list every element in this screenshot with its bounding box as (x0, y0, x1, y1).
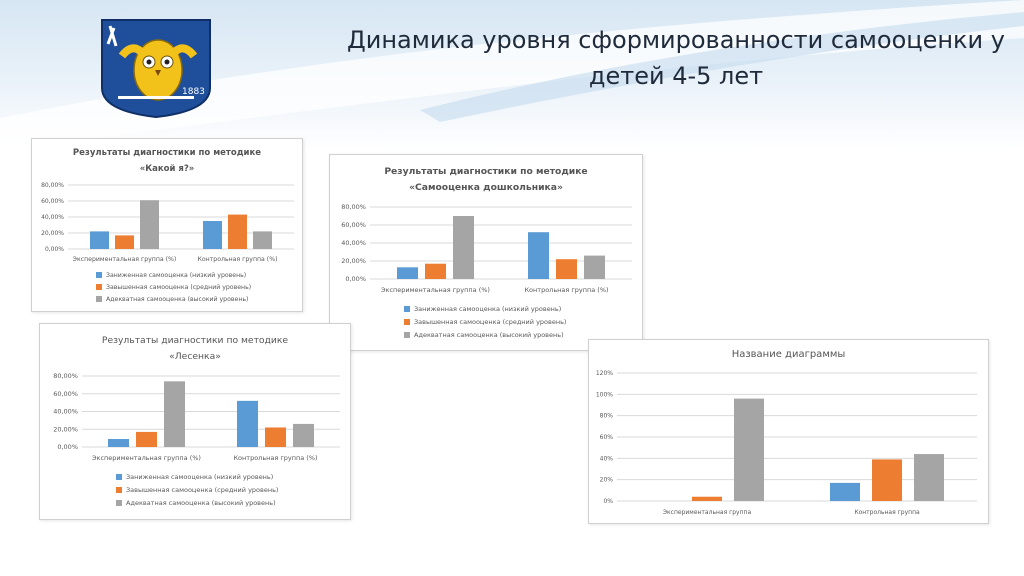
chart-panel-kakoy-ya: Результаты диагностики по методике «Какой… (31, 138, 303, 312)
chart-panel-samootsenka: Результаты диагностики по методике «Самоо… (329, 154, 643, 351)
legend-label: Заниженная самооценка (низкий уровень) (126, 473, 273, 481)
y-tick-label: 0,00% (345, 275, 366, 283)
y-tick-label: 120% (596, 370, 613, 377)
y-tick-label: 0,00% (57, 443, 78, 451)
y-tick-label: 80,00% (341, 203, 366, 211)
y-tick-label: 40,00% (53, 408, 78, 416)
bar (228, 214, 247, 249)
bar (136, 431, 157, 447)
bar (90, 231, 109, 249)
bar-chart-svg: Название диаграммы 0% 20% 40% 60% 80% 100% 120%… (596, 349, 977, 516)
y-tick-label: 20,00% (341, 257, 366, 265)
bar (253, 231, 272, 249)
bar (237, 400, 258, 447)
bar (914, 454, 944, 501)
legend-swatch (404, 319, 410, 325)
x-category-label: Контрольная группа (%) (197, 256, 277, 263)
chart-title-line: «Самооценка дошкольника» (409, 182, 563, 193)
bar-chart-svg: Результаты диагностики по методике «Лесен… (53, 335, 340, 507)
bar (453, 216, 474, 279)
y-tick-label: 80% (600, 413, 614, 420)
owl-crest-icon: 1883 (100, 18, 212, 119)
chart-title-line: Название диаграммы (732, 349, 846, 360)
bar (265, 427, 286, 447)
y-tick-label: 20,00% (53, 425, 78, 433)
legend-swatch (404, 306, 410, 312)
slide-title-line-2: детей 4-5 лет (588, 62, 764, 90)
x-category-label: Экспериментальная группа (%) (73, 256, 177, 263)
legend-swatch (404, 332, 410, 338)
bar (734, 398, 764, 501)
bar (164, 381, 185, 447)
bar (872, 459, 902, 501)
legend-label: Завышенная самооценка (средний уровень) (106, 283, 251, 291)
bar (425, 263, 446, 279)
legend-swatch (116, 487, 122, 493)
bar-chart-svg: Результаты диагностики по методике «Какой… (41, 148, 294, 303)
bar (830, 482, 860, 501)
chart-panel-lesenka: Результаты диагностики по методике «Лесен… (39, 323, 351, 520)
y-tick-label: 40,00% (41, 214, 64, 221)
y-tick-label: 60,00% (41, 198, 64, 205)
bar (397, 267, 418, 279)
y-tick-label: 80,00% (53, 372, 78, 380)
legend-label: Адекватная самооценка (высокий уровень) (126, 499, 276, 507)
chart-panel-nazvanie: Название диаграммы 0% 20% 40% 60% 80% 100% 120%… (588, 339, 989, 524)
bar (692, 496, 722, 501)
y-tick-label: 20,00% (41, 230, 64, 237)
chart-title-line: Результаты диагностики по методике (384, 166, 587, 177)
x-category-label: Экспериментальная группа (%) (381, 286, 490, 294)
y-tick-label: 60,00% (53, 390, 78, 398)
y-tick-label: 60% (600, 434, 614, 441)
bar (203, 221, 222, 249)
legend-label: Адекватная самооценка (высокий уровень) (414, 331, 564, 339)
header-swoosh (0, 0, 1024, 150)
x-category-label: Контрольная группа (%) (524, 286, 608, 294)
bar-chart-svg: Результаты диагностики по методике «Самоо… (341, 166, 632, 339)
y-tick-label: 0% (603, 498, 613, 505)
y-tick-label: 60,00% (341, 221, 366, 229)
bar (528, 232, 549, 279)
x-category-label: Экспериментальная группа (%) (92, 454, 201, 462)
chart-title-line: Результаты диагностики по методике (102, 335, 289, 346)
legend-label: Завышенная самооценка (средний уровень) (126, 486, 278, 494)
chart-title-line: «Лесенка» (169, 351, 221, 362)
legend-label: Заниженная самооценка (низкий уровень) (106, 271, 246, 279)
x-category-label: Экспериментальная группа (663, 509, 752, 516)
legend-swatch (96, 272, 102, 278)
y-tick-label: 80,00% (41, 182, 64, 189)
legend-label: Заниженная самооценка (низкий уровень) (414, 305, 561, 313)
chart-title-line: «Какой я?» (140, 164, 195, 174)
y-tick-label: 40% (600, 455, 614, 462)
bar (556, 259, 577, 279)
x-category-label: Контрольная группа (%) (233, 454, 317, 462)
y-tick-label: 0,00% (45, 246, 64, 253)
y-tick-label: 100% (596, 391, 613, 398)
slide-title-line-1: Динамика уровня сформированности самооце… (347, 26, 1005, 54)
y-tick-label: 20% (600, 477, 614, 484)
chart-title-line: Результаты диагностики по методике (73, 148, 261, 158)
legend-label: Адекватная самооценка (высокий уровень) (106, 295, 248, 303)
bar (584, 255, 605, 279)
bar (115, 235, 134, 249)
bar (293, 423, 314, 447)
legend-label: Завышенная самооценка (средний уровень) (414, 318, 566, 326)
legend-swatch (116, 500, 122, 506)
crest-inscription: 1883 (182, 87, 205, 97)
legend-swatch (96, 296, 102, 302)
y-tick-label: 40,00% (341, 239, 366, 247)
legend-swatch (96, 284, 102, 290)
bar (140, 200, 159, 249)
slide-title: Динамика уровня сформированности самооце… (340, 22, 1012, 94)
legend-swatch (116, 474, 122, 480)
x-category-label: Контрольная группа (854, 509, 920, 516)
bar (108, 439, 129, 447)
